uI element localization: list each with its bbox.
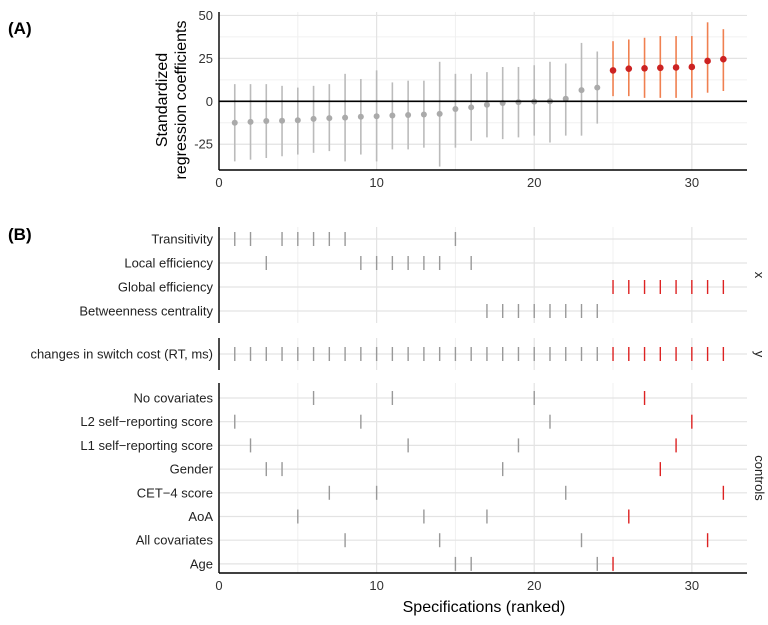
panel-b-row-label: Age <box>190 556 213 571</box>
panel-b-group-x: Transitivity Local efficiency Global effic… <box>79 227 767 323</box>
panel-b-row-label: All covariates <box>136 533 214 548</box>
panel-b-x-tick-label: 10 <box>369 578 383 593</box>
y-axis-title-line-2: regression coefficients <box>173 21 190 180</box>
coefficient-point <box>389 112 396 119</box>
panel-b-x-tick-label: 20 <box>527 578 541 593</box>
coefficient-point <box>672 64 680 71</box>
coefficient-point <box>578 87 585 94</box>
panel-b-row-label: Gender <box>170 462 214 477</box>
panel-a-axes <box>218 12 747 171</box>
coefficient-point <box>294 117 301 124</box>
coefficient-point <box>405 112 412 119</box>
panel-a-ticks: -25 0 25 50 0 10 20 30 <box>194 8 699 190</box>
panel-a-intervals <box>233 22 725 167</box>
coefficient-point <box>373 113 380 120</box>
panel-b-group-y: changes in switch cost (RT, ms) y <box>30 338 767 370</box>
x-axis-title: Specifications (ranked) <box>403 599 566 616</box>
panel-a-points <box>231 55 727 126</box>
panel-b-row-label: CET−4 score <box>137 485 213 500</box>
coefficient-point <box>562 95 569 102</box>
coefficient-point <box>263 118 270 125</box>
panel-b-strip-label: controls <box>752 455 767 501</box>
panel-b-row-label: changes in switch cost (RT, ms) <box>30 347 213 362</box>
panel-b-row-label: Local efficiency <box>124 256 213 271</box>
panel-b-strip-label: y <box>752 351 767 358</box>
coefficient-point <box>357 113 364 120</box>
coefficient-point <box>420 111 427 118</box>
panel-b-row-label: Global efficiency <box>118 280 214 295</box>
panel-b-row-label: L2 self−reporting score <box>80 414 213 429</box>
coefficient-point <box>326 115 333 122</box>
panel-a-tag: (A) <box>8 19 32 38</box>
panel-a-x-tick-label: 30 <box>685 175 699 190</box>
y-axis-title-line-1: Standardized <box>154 53 171 147</box>
coefficient-point <box>515 99 522 106</box>
panel-b-strip-label: x <box>752 272 767 279</box>
panel-b-row-label: L1 self−reporting score <box>80 438 213 453</box>
coefficient-point <box>231 119 238 126</box>
coefficient-point <box>483 101 490 108</box>
coefficient-point <box>641 65 648 72</box>
panel-b-x-tick-label: 0 <box>215 578 222 593</box>
panel-b-specification-grid: Transitivity Local efficiency Global effic… <box>30 227 767 593</box>
coefficient-point <box>310 115 317 122</box>
panel-b-x-tick-label: 30 <box>685 578 699 593</box>
coefficient-point <box>609 67 617 74</box>
panel-a-x-tick-label: 0 <box>215 175 222 190</box>
coefficient-point <box>468 104 475 111</box>
panel-a-y-tick-label: -25 <box>194 137 213 152</box>
coefficient-point <box>279 117 286 124</box>
coefficient-point <box>720 55 727 63</box>
panel-a-coefficient-plot: -25 0 25 50 0 10 20 30 <box>194 8 747 190</box>
panel-a-y-tick-label: 25 <box>199 51 213 66</box>
panel-b-row-label: Betweenness centrality <box>79 304 213 319</box>
coefficient-point <box>657 64 664 72</box>
coefficient-point <box>625 65 633 72</box>
coefficient-point <box>342 114 349 121</box>
panel-b-group-controls: No covariates L2 self−reporting score L1 s… <box>80 383 767 573</box>
coefficient-point <box>704 57 711 65</box>
panel-b-tag: (B) <box>8 225 32 244</box>
panel-b-row-label: Transitivity <box>151 232 213 247</box>
panel-a-x-tick-label: 10 <box>369 175 383 190</box>
coefficient-point <box>452 106 459 113</box>
panel-b-row-label: AoA <box>188 509 213 524</box>
panel-b-row-label: No covariates <box>134 391 214 406</box>
coefficient-point <box>247 118 254 125</box>
panel-a-x-tick-label: 20 <box>527 175 541 190</box>
coefficient-point <box>688 63 696 71</box>
panel-a-y-tick-label: 0 <box>206 94 213 109</box>
coefficient-point <box>594 84 601 91</box>
panel-a-y-tick-label: 50 <box>199 8 213 23</box>
coefficient-point <box>436 110 443 117</box>
